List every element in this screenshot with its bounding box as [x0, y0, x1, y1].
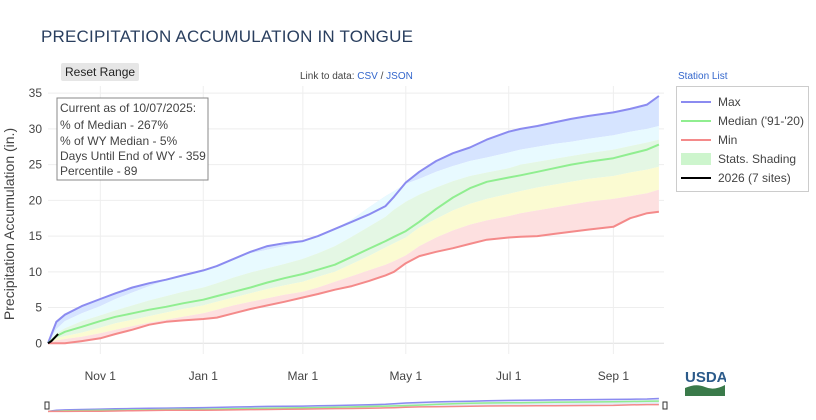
band-p10-to-min	[48, 189, 659, 344]
legend-swatch-current	[681, 177, 711, 179]
chart-axes: 0 5 10 15 20 25 30 35 Nov 1 Jan 1 Mar 1 May 1 Jul 1 S…	[29, 86, 630, 383]
chart-legend: Max Median ('91-'20) Min Stats. Shading …	[676, 86, 809, 192]
current-year-line[interactable]	[47, 333, 59, 345]
info-box: Current as of 10/07/2025: % of Median - …	[56, 97, 209, 181]
data-links-prefix: Link to data:	[300, 71, 355, 82]
chart-series	[47, 95, 660, 345]
legend-swatch-shading	[681, 153, 711, 165]
info-line-percentile: Percentile - 89	[60, 164, 138, 178]
range-slider-right-handle[interactable]	[662, 401, 668, 410]
x-tick-label: Nov 1	[85, 369, 117, 383]
reset-range-button[interactable]: Reset Range	[61, 63, 140, 81]
info-box-frame	[56, 97, 209, 181]
legend-item-max[interactable]: Max	[681, 93, 741, 111]
y-tick-label: 0	[35, 336, 42, 350]
x-tick-label: Jul 1	[496, 369, 522, 383]
y-tick-label: 35	[29, 86, 43, 100]
range-slider-track[interactable]	[48, 398, 664, 412]
stats-shading-bands	[48, 96, 659, 344]
legend-item-median[interactable]: Median ('91-'20)	[681, 112, 804, 130]
band-max-to-p90	[48, 96, 659, 344]
y-tick-label: 15	[29, 229, 43, 243]
json-link[interactable]: JSON	[386, 71, 413, 82]
range-slider-median-line	[47, 400, 659, 413]
y-axis-title: Precipitation Accumulation (in.)	[1, 128, 17, 320]
info-line-pct-median: % of Median - 267%	[60, 118, 168, 132]
legend-swatch-max	[681, 101, 711, 103]
y-tick-label: 25	[29, 158, 43, 172]
band-p70-to-p30	[48, 139, 659, 344]
usda-logo-hills	[685, 385, 725, 396]
legend-label-current: 2026 (7 sites)	[718, 171, 791, 185]
station-list-link[interactable]: Station List	[678, 71, 728, 82]
range-slider-min-line	[48, 403, 659, 413]
data-links-separator: /	[380, 71, 384, 82]
legend-label-min: Min	[718, 133, 738, 147]
max-line[interactable]	[47, 95, 660, 344]
y-tick-label: 30	[29, 122, 43, 136]
x-tick-label: May 1	[389, 369, 422, 383]
y-tick-label: 5	[35, 301, 42, 315]
x-tick-label: Mar 1	[287, 369, 318, 383]
legend-item-shading[interactable]: Stats. Shading	[681, 150, 796, 168]
y-tick-label: 20	[29, 193, 43, 207]
median-line[interactable]	[47, 143, 660, 345]
range-slider-shading	[48, 398, 659, 412]
legend-label-median: Median ('91-'20)	[718, 114, 804, 128]
min-line[interactable]	[48, 210, 660, 345]
range-slider-left-handle[interactable]	[44, 401, 50, 410]
band-p90-to-p70	[48, 126, 659, 344]
info-line-current: Current as of 10/07/2025:	[60, 101, 196, 115]
range-slider-max-line	[47, 397, 659, 413]
x-tick-label: Sep 1	[598, 369, 630, 383]
chart-grid	[48, 86, 664, 354]
info-line-days-until-end: Days Until End of WY - 359	[60, 149, 206, 163]
band-p30-to-p10	[48, 166, 659, 344]
legend-swatch-min	[681, 139, 711, 141]
legend-label-shading: Stats. Shading	[718, 152, 797, 166]
usda-logo-text: USDA	[685, 369, 726, 386]
info-line-pct-wy-median: % of WY Median - 5%	[60, 134, 177, 148]
csv-link[interactable]: CSV	[357, 71, 378, 82]
chart-title: PRECIPITATION ACCUMULATION IN TONGUE	[41, 27, 414, 46]
y-tick-label: 10	[29, 265, 43, 279]
range-slider	[44, 397, 668, 413]
legend-item-current[interactable]: 2026 (7 sites)	[681, 169, 791, 187]
legend-label-max: Max	[718, 95, 741, 109]
x-tick-label: Jan 1	[189, 369, 219, 383]
legend-swatch-median	[681, 120, 711, 122]
data-links: Link to data: CSV / JSON	[300, 71, 413, 82]
usda-logo: USDA	[685, 369, 726, 396]
legend-item-min[interactable]: Min	[681, 131, 737, 149]
